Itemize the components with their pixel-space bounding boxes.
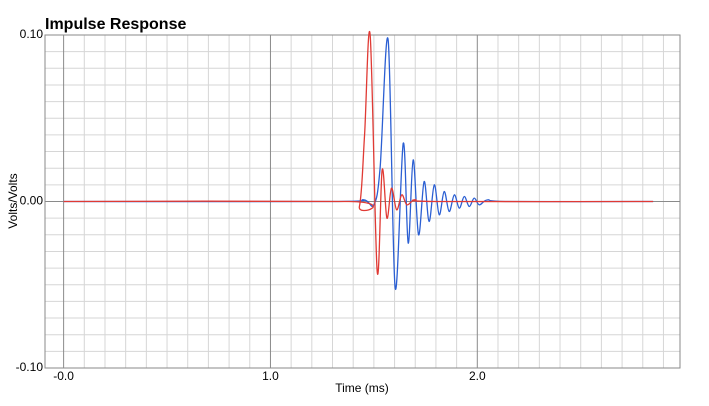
plot-frame — [44, 34, 681, 369]
x-tick-label: -0.0 — [53, 369, 74, 383]
y-tick-label: 0.10 — [20, 27, 44, 41]
y-tick-label: -0.10 — [16, 360, 44, 374]
y-axis-label: Volts/Volts — [6, 173, 20, 228]
x-tick-label: 2.0 — [469, 369, 486, 383]
series-line — [63, 31, 654, 275]
chart-title: Impulse Response — [45, 16, 186, 33]
x-tick-label: 1.0 — [262, 369, 279, 383]
series-line — [63, 37, 654, 290]
y-tick-label: 0.00 — [20, 194, 44, 208]
x-axis-label: Time (ms) — [335, 381, 389, 395]
